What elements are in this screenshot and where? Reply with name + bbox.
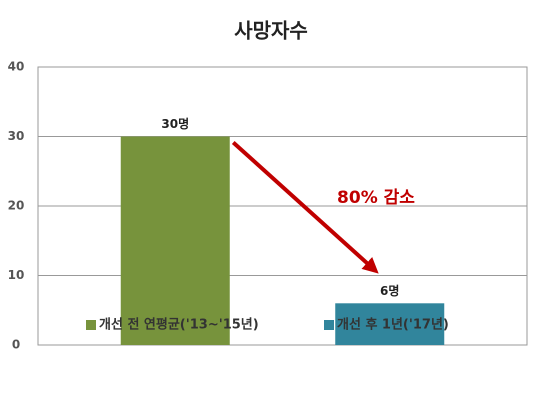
value-label: 30명 bbox=[161, 117, 189, 131]
y-tick-label: 30 bbox=[8, 129, 25, 143]
legend-swatch bbox=[86, 320, 96, 330]
y-tick-label: 20 bbox=[8, 199, 25, 213]
bar bbox=[120, 136, 230, 345]
y-tick-label: 40 bbox=[8, 60, 25, 74]
chart-title: 사망자수 bbox=[234, 19, 308, 43]
bar bbox=[335, 303, 445, 345]
y-tick-label: 10 bbox=[8, 268, 25, 282]
legend-label: 개선 전 연평균('13~'15년) bbox=[99, 317, 259, 333]
annotation: 80% 감소 bbox=[337, 188, 415, 208]
arrow bbox=[231, 141, 379, 274]
legend-swatch bbox=[324, 320, 334, 330]
legend-label: 개선 후 1년('17년) bbox=[337, 317, 449, 333]
y-tick-label: 0 bbox=[12, 338, 20, 352]
value-label: 6명 bbox=[380, 284, 399, 298]
